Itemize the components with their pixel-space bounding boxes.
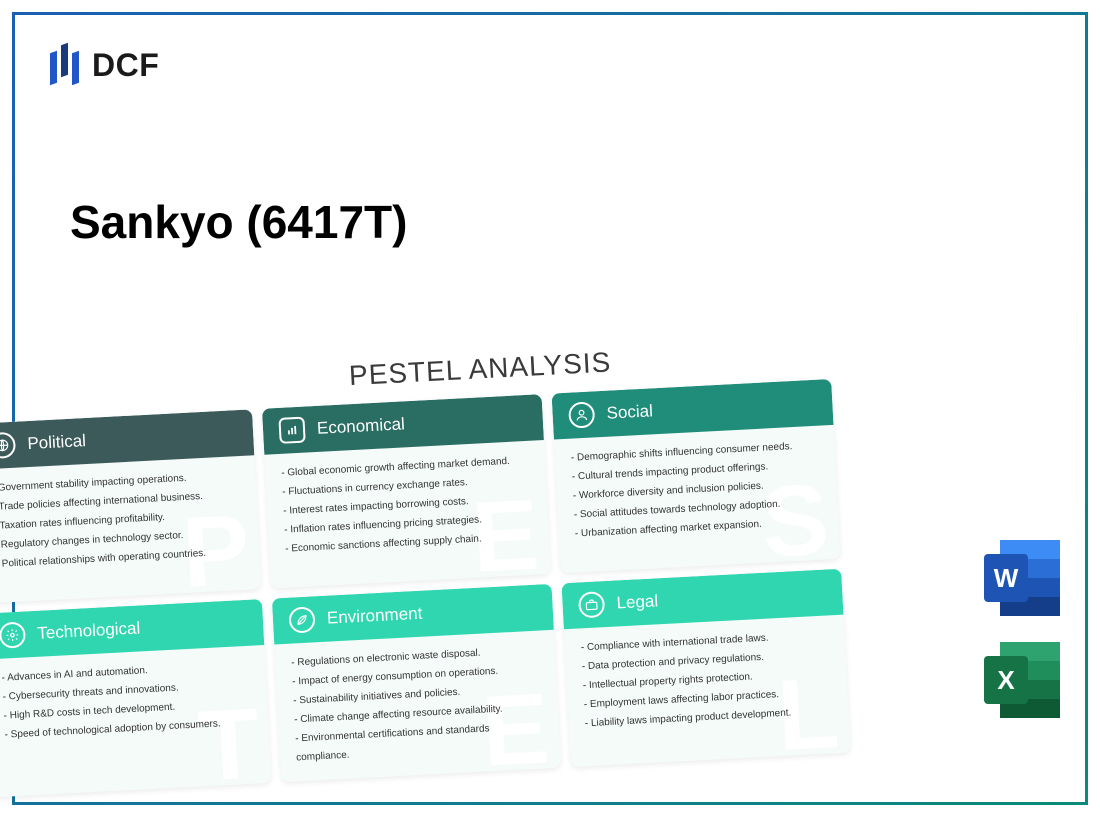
card-body: Regulations on electronic waste disposal… — [274, 630, 561, 782]
pestel-grid: PoliticalPGovernment stability impacting… — [0, 377, 891, 798]
card-title: Economical — [317, 414, 406, 439]
pestel-card-economical: EconomicalEGlobal economic growth affect… — [262, 394, 551, 588]
card-title: Social — [606, 401, 653, 423]
pestel-analysis: PESTEL ANALYSIS PoliticalPGovernment sta… — [0, 333, 891, 798]
pestel-card-social: SocialSDemographic shifts influencing co… — [552, 379, 841, 573]
card-body: Compliance with international trade laws… — [564, 615, 850, 748]
leaf-icon — [288, 606, 315, 633]
briefcase-icon — [578, 591, 605, 618]
card-title: Legal — [616, 591, 659, 613]
excel-icon[interactable]: X — [984, 642, 1060, 718]
gear-icon — [0, 621, 26, 648]
person-icon — [568, 401, 595, 428]
card-body: Global economic growth affecting market … — [264, 440, 550, 573]
pestel-card-legal: LegalLCompliance with international trad… — [561, 569, 850, 767]
card-title: Political — [27, 431, 87, 454]
card-body: Demographic shifts influencing consumer … — [554, 425, 840, 558]
card-title: Technological — [37, 618, 141, 643]
pestel-card-environment: EnvironmentERegulations on electronic wa… — [272, 584, 561, 782]
dcf-logo-text: DCF — [92, 47, 159, 84]
word-icon[interactable]: W — [984, 540, 1060, 616]
export-icons: W X — [984, 540, 1060, 718]
card-body: Government stability impacting operation… — [0, 455, 261, 588]
pestel-card-technological: TechnologicalTAdvances in AI and automat… — [0, 599, 271, 797]
card-body: Advances in AI and automation.Cybersecur… — [0, 645, 270, 760]
dcf-logo: DCF — [50, 40, 159, 90]
globe-icon — [0, 432, 16, 459]
dcf-logo-mark-icon — [50, 40, 84, 90]
page-title: Sankyo (6417T) — [70, 195, 407, 249]
pestel-card-political: PoliticalPGovernment stability impacting… — [0, 409, 261, 603]
chart-icon — [278, 417, 305, 444]
card-title: Environment — [326, 604, 422, 629]
